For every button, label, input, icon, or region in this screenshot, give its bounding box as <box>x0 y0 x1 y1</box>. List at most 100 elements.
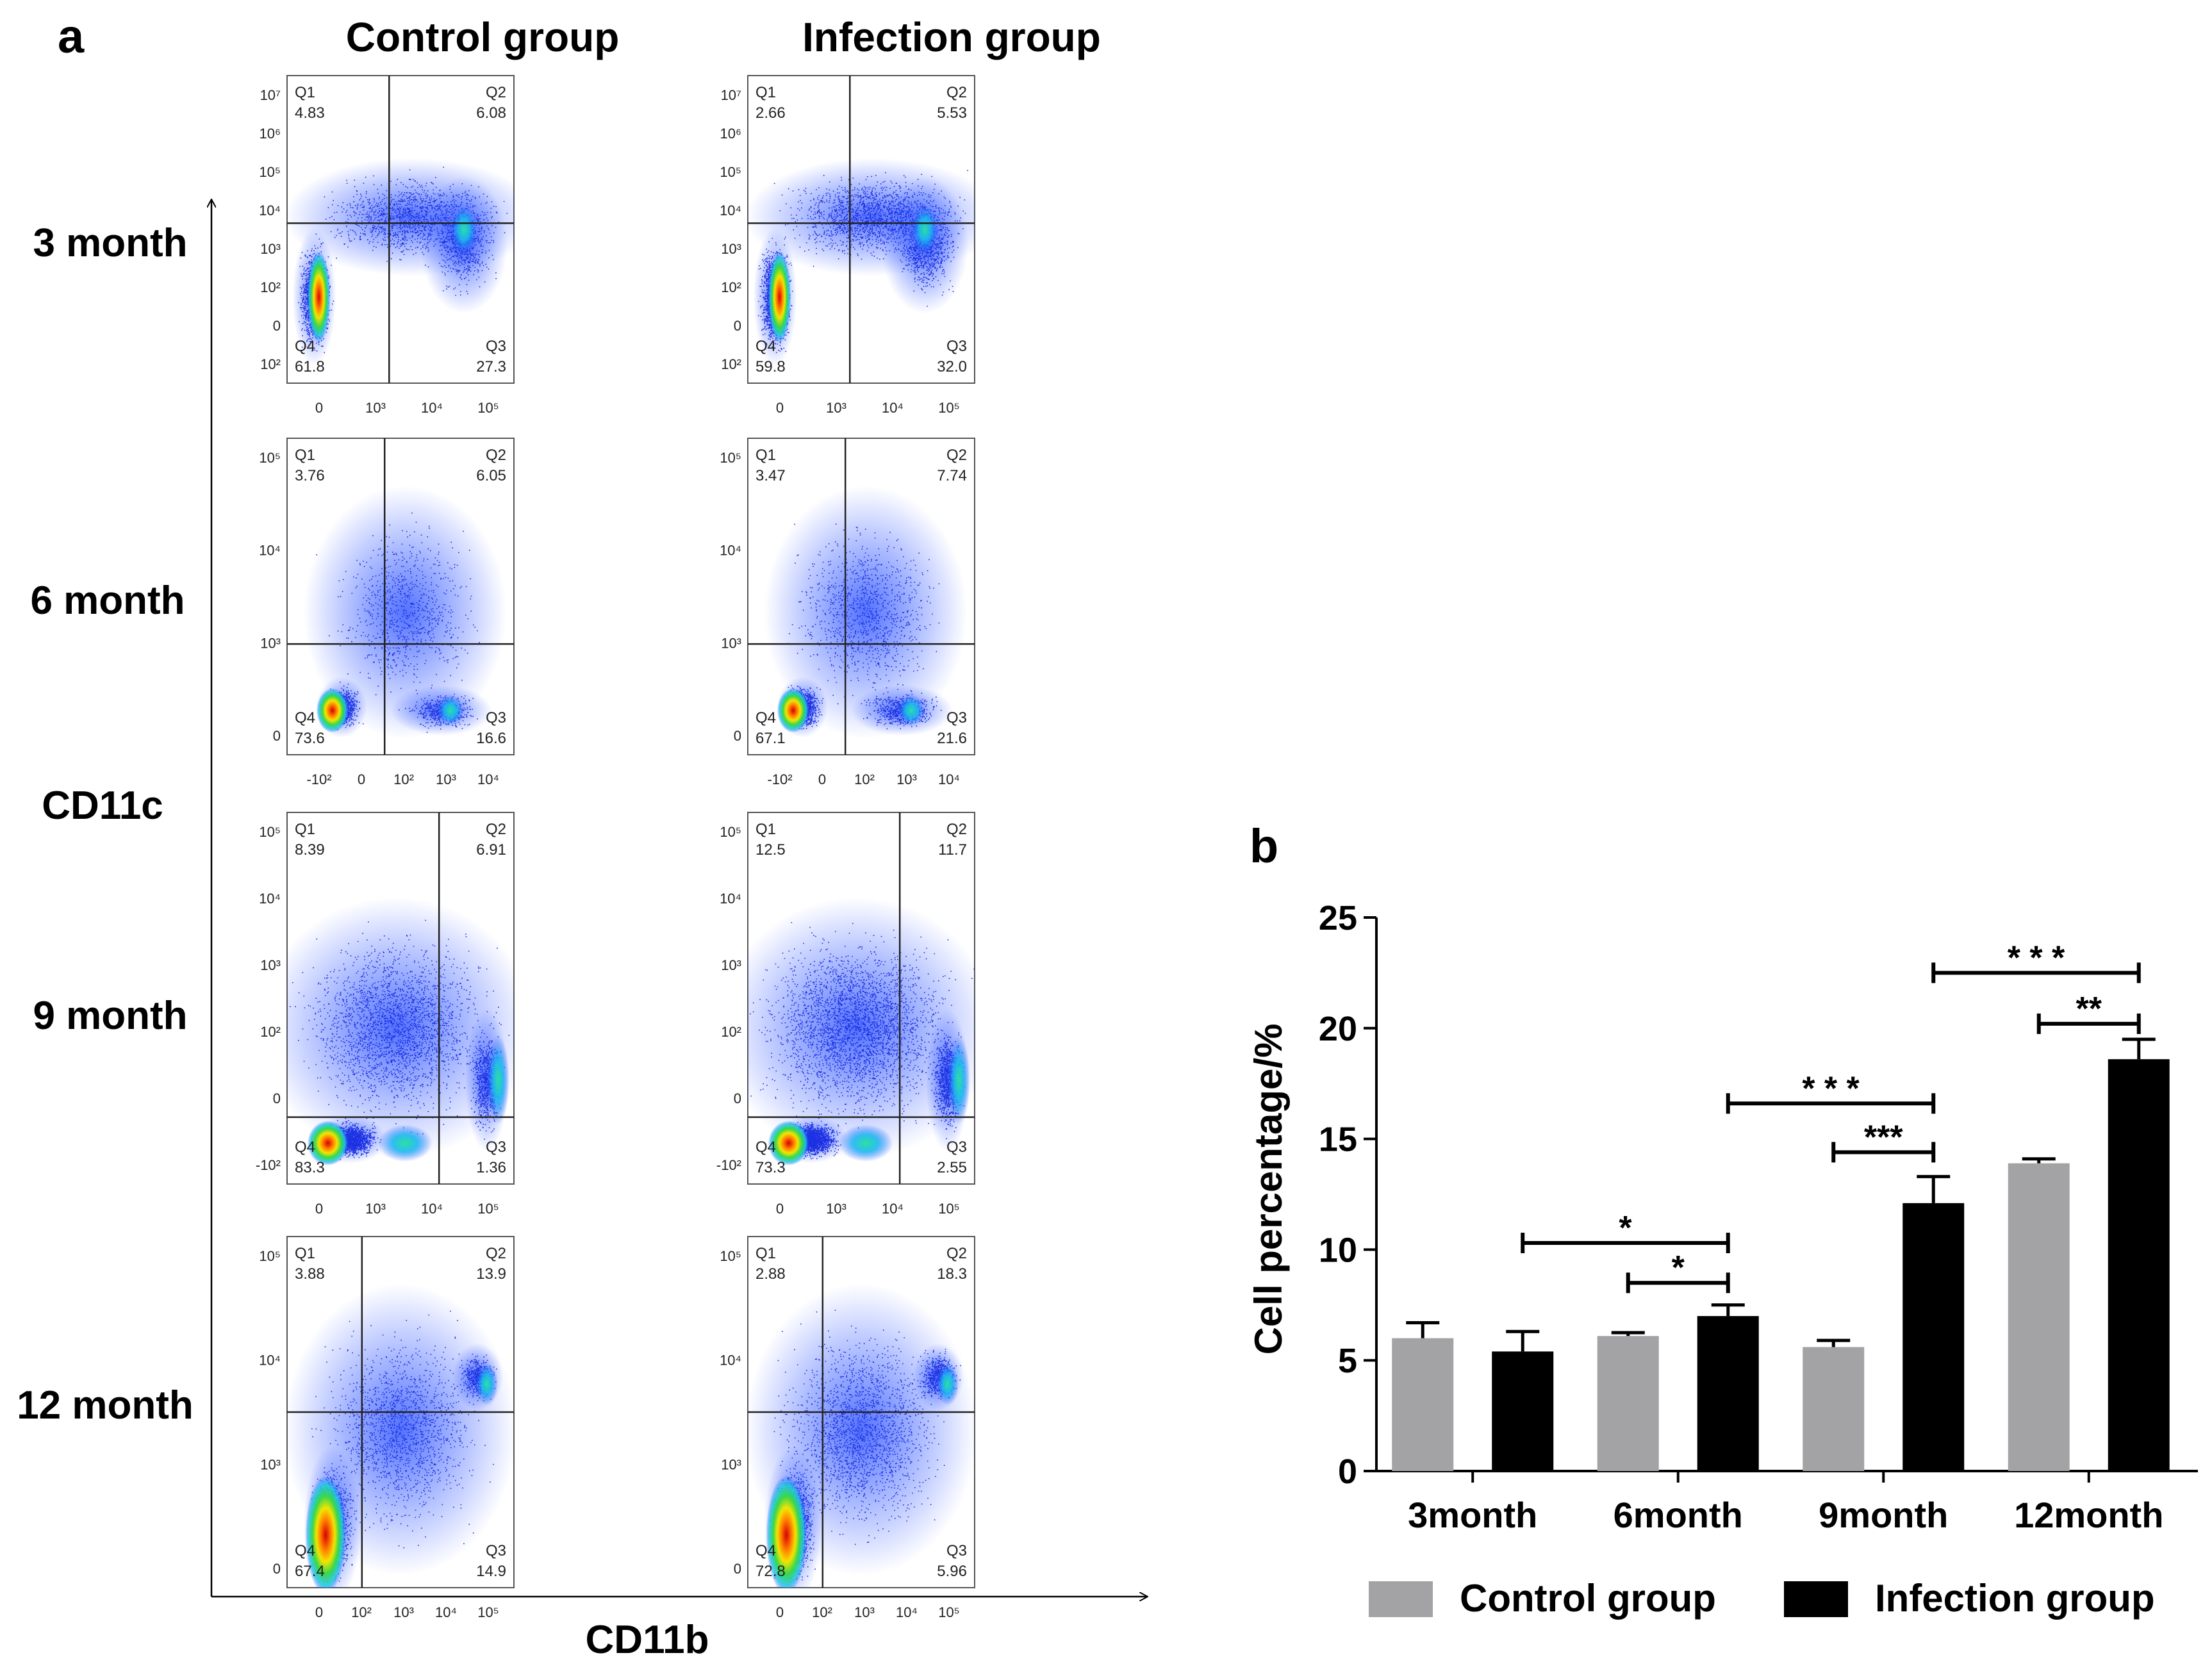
event-cloud <box>748 1283 975 1576</box>
y-tick-label: 10⁷ <box>260 87 281 103</box>
bar-chart-category-label: 9month <box>1819 1495 1948 1535</box>
row-label-9-month: 9 month <box>33 994 187 1038</box>
significance-bracket: * * * <box>1931 939 2141 983</box>
significance-bracket: *** <box>1831 1119 1936 1163</box>
y-tick-label: 10⁴ <box>259 1353 281 1369</box>
x-tick-label: 10⁴ <box>421 400 443 416</box>
density-hotspot <box>436 695 465 727</box>
quadrant-name: Q3 <box>946 1139 967 1156</box>
bar-chart-y-tick-label: 20 <box>1319 1010 1357 1048</box>
bar-chart-y-tick-label: 15 <box>1319 1121 1357 1159</box>
legend-label-infection: Infection group <box>1875 1577 2155 1620</box>
x-tick-label: 0 <box>776 1201 784 1217</box>
flow-plot: Q1 4.83 Q2 6.08 Q3 27.3 Q4 61.8 10⁷ 10⁶ 10⁵ 10⁴ 10³ 1… <box>259 75 515 416</box>
x-tick-label: 10³ <box>436 771 456 787</box>
x-tick-label: 10⁵ <box>938 1201 960 1217</box>
x-tick-label: 10² <box>812 1604 832 1620</box>
significance-label: * * * <box>2008 939 2065 976</box>
significance-label: * * * <box>1802 1070 1860 1107</box>
x-tick-label: 10² <box>351 1604 372 1620</box>
bar-control-6month <box>1597 1336 1659 1471</box>
y-tick-label: 0 <box>734 1090 741 1106</box>
quadrant-name: Q3 <box>946 709 967 727</box>
bar-chart-y-axis-label: Cell percentage/% <box>1247 1024 1290 1355</box>
density-hotspot <box>911 204 939 254</box>
y-tick-label: 10³ <box>721 957 741 973</box>
bar-chart-category-label: 6month <box>1614 1495 1743 1535</box>
y-tick-label: 10³ <box>721 241 741 257</box>
x-tick-label: -10² <box>306 771 331 787</box>
quadrant-name: Q3 <box>946 1542 967 1559</box>
bar-infection-6month <box>1697 1316 1759 1471</box>
quadrant-name: Q3 <box>486 1542 506 1559</box>
quadrant-percentage-q4: 59.8 <box>755 358 786 375</box>
quadrant-percentage-q3: 27.3 <box>476 358 506 375</box>
density-hotspot <box>305 1475 347 1588</box>
density-hotspot <box>947 1035 970 1125</box>
column-header-infection: Infection group <box>802 14 1101 60</box>
quadrant-name: Q2 <box>946 821 967 838</box>
event-cloud <box>287 897 514 1159</box>
y-tick-label: 10² <box>721 1024 741 1040</box>
quadrant-name: Q1 <box>755 821 776 838</box>
significance-label: *** <box>1864 1119 1903 1156</box>
quadrant-name: Q2 <box>946 84 967 101</box>
quadrant-name: Q2 <box>946 1245 967 1262</box>
quadrant-percentage-q1: 12.5 <box>755 841 786 859</box>
bar-chart-y-tick-label: 25 <box>1319 899 1357 937</box>
significance-bracket: ** <box>2036 991 2141 1034</box>
x-tick-label: 0 <box>776 400 784 416</box>
y-tick-label: 10⁴ <box>259 543 281 559</box>
y-tick-label: -10² <box>716 1157 741 1173</box>
density-hotspot <box>936 1363 959 1406</box>
quadrant-percentage-q2: 18.3 <box>937 1265 967 1283</box>
quadrant-percentage-q3: 14.9 <box>476 1563 506 1580</box>
x-tick-label: 10² <box>393 771 414 787</box>
significance-bracket: * <box>1626 1249 1730 1294</box>
y-tick-label: 10² <box>721 356 741 372</box>
y-tick-label: 0 <box>273 318 281 334</box>
quadrant-percentage-q4: 73.3 <box>755 1159 786 1176</box>
y-tick-label: 10⁷ <box>721 87 741 103</box>
quadrant-percentage-q2: 6.05 <box>476 467 506 484</box>
y-tick-label: 10⁵ <box>259 1248 281 1264</box>
quadrant-name: Q2 <box>486 1245 506 1262</box>
cd11c-axis-label: CD11c <box>42 784 163 828</box>
quadrant-percentage-q2: 5.53 <box>937 104 967 122</box>
quadrant-percentage-q3: 32.0 <box>937 358 967 375</box>
quadrant-percentage-q4: 72.8 <box>755 1563 786 1580</box>
event-cloud <box>303 486 507 739</box>
bar-control-12month <box>2008 1163 2070 1471</box>
x-tick-label: 10⁵ <box>477 1201 499 1217</box>
x-tick-label: -10² <box>767 771 792 787</box>
bar-chart-category-label: 12month <box>2014 1495 2163 1535</box>
y-tick-label: 10³ <box>721 635 741 651</box>
quadrant-name: Q2 <box>946 447 967 464</box>
panel-a-label: a <box>58 10 85 63</box>
x-tick-label: 10³ <box>896 771 917 787</box>
x-tick-label: 10³ <box>854 1604 875 1620</box>
bar-chart-y-tick-label: 10 <box>1319 1231 1357 1269</box>
x-tick-label: 10² <box>854 771 875 787</box>
quadrant-name: Q1 <box>295 1245 315 1262</box>
y-tick-label: 10⁴ <box>720 202 741 218</box>
y-tick-label: 10⁵ <box>259 450 281 466</box>
y-tick-label: 0 <box>734 318 741 334</box>
x-tick-label: 0 <box>358 771 365 787</box>
quadrant-name: Q1 <box>295 821 315 838</box>
column-header-control: Control group <box>346 14 620 60</box>
event-cloud <box>764 486 968 739</box>
quadrant-percentage-q2: 6.91 <box>476 841 506 859</box>
x-tick-label: 10³ <box>365 1201 386 1217</box>
y-tick-label: 10⁶ <box>259 126 281 142</box>
y-tick-label: 10⁵ <box>259 824 281 840</box>
quadrant-name: Q4 <box>755 1542 776 1559</box>
significance-label: ** <box>2076 991 2102 1028</box>
y-tick-label: -10² <box>256 1157 281 1173</box>
quadrant-name: Q4 <box>295 1542 315 1559</box>
quadrant-name: Q1 <box>755 1245 776 1262</box>
quadrant-name: Q4 <box>295 709 315 727</box>
bar-control-9month <box>1803 1347 1865 1471</box>
quadrant-name: Q4 <box>755 338 776 355</box>
